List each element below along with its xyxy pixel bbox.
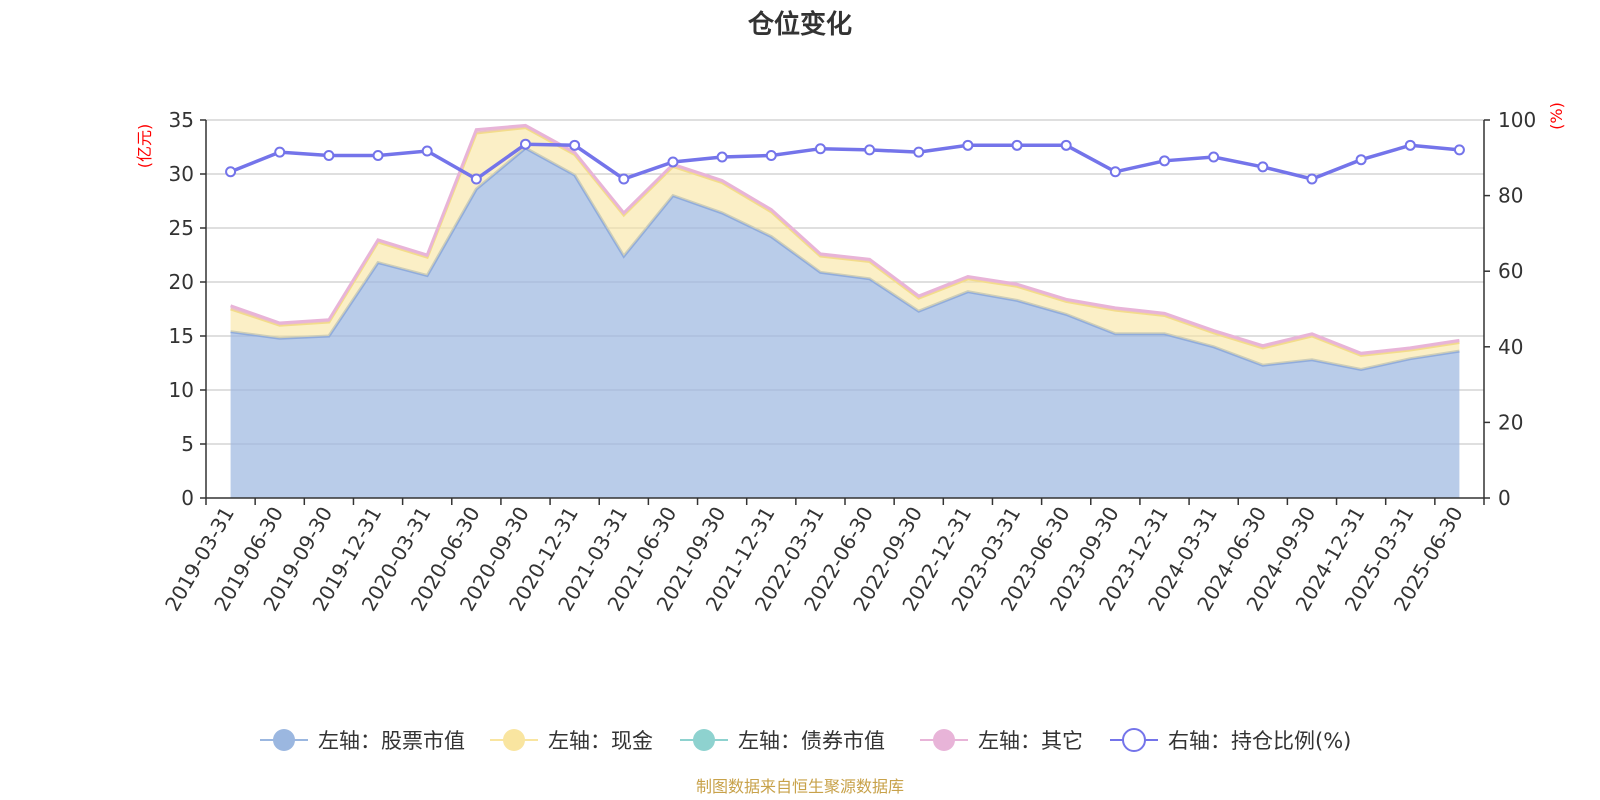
ratio-point [225,166,237,178]
legend-label: 左轴：其它 [978,729,1083,753]
legend-swatch-marker [1122,728,1146,752]
data-source-note: 制图数据来自恒生聚源数据库 [696,777,904,796]
ratio-point [913,146,925,158]
ratio-point [372,150,384,162]
left-tick-label: 25 [169,216,194,240]
ratio-point [1257,161,1269,173]
right-tick-label: 80 [1498,184,1523,208]
ratio-point [569,139,581,151]
right-tick-label: 40 [1498,335,1523,359]
ratio-point [1011,139,1023,151]
legend-item[interactable]: 左轴：股票市值 [260,729,465,753]
legend: 左轴：股票市值 左轴：现金 左轴：债券市值 左轴：其它 右轴：持仓比例(%) [260,728,1351,753]
left-tick-label: 0 [181,486,194,510]
ratio-point [520,138,531,150]
ratio-point [1453,144,1465,156]
ratio-point [716,151,728,163]
legend-item[interactable]: 左轴：现金 [490,729,653,753]
legend-swatch-marker [693,729,715,751]
right-axis-unit: (%) [1547,102,1566,130]
ratio-point [1109,166,1121,178]
legend-label: 左轴：债券市值 [738,729,885,753]
ratio-point [618,173,630,185]
right-tick-label: 0 [1498,486,1511,510]
legend-label: 左轴：现金 [548,729,653,753]
ratio-point [1159,155,1170,167]
legend-swatch-marker [503,729,525,751]
ratio-point [1306,173,1318,185]
ratio-point [470,173,482,185]
area-0 [230,148,1460,498]
left-tick-label: 35 [169,108,194,132]
right-tick-label: 20 [1498,410,1523,434]
area-edge-3 [230,123,1460,355]
legend-item[interactable]: 左轴：其它 [920,729,1083,753]
left-tick-label: 30 [169,162,194,186]
legend-swatch-marker [273,729,295,751]
ratio-point [323,150,335,162]
ratio-point [765,150,777,162]
legend-item[interactable]: 右轴：持仓比例(%) [1110,728,1351,753]
ratio-point [274,146,286,158]
left-tick-label: 10 [169,378,194,402]
right-tick-label: 60 [1498,259,1523,283]
left-axis-unit: (亿元) [135,124,154,169]
ratio-point [1208,151,1220,163]
ratio-line [229,142,1460,182]
ratio-line-series [225,138,1465,185]
legend-swatch-marker [933,729,955,751]
left-tick-label: 5 [181,432,194,456]
ratio-point [421,145,433,157]
legend-label: 左轴：股票市值 [318,729,465,753]
ratio-point [667,156,679,168]
ratio-point [1060,139,1072,151]
left-tick-label: 20 [169,270,194,294]
legend-label: 右轴：持仓比例(%) [1168,729,1351,753]
legend-item[interactable]: 左轴：债券市值 [680,729,885,753]
chart-title: 仓位变化 [747,9,852,40]
ratio-point [814,143,826,155]
ratio-point [1404,139,1416,151]
left-tick-label: 15 [169,324,194,348]
right-tick-label: 100 [1498,108,1536,132]
ratio-point [864,144,876,156]
stacked-area-series [230,123,1460,498]
ratio-point [1355,154,1367,166]
ratio-point [962,139,974,151]
